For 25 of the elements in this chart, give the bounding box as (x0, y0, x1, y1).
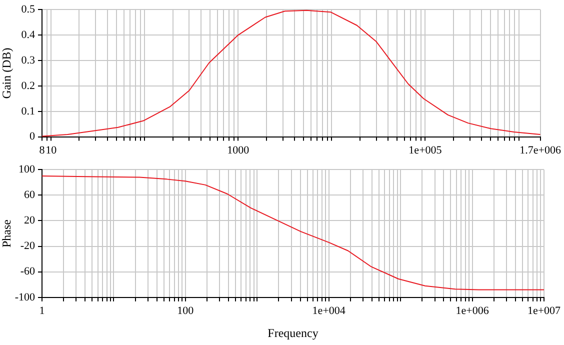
y-tick-label: 0.5 (21, 3, 36, 16)
y-tick-label: 100 (18, 163, 36, 176)
x-tick-label: 1e+007 (527, 304, 562, 317)
y-axis-title: Phase (0, 220, 14, 248)
x-tick-label: 1e+005 (408, 144, 442, 156)
x-tick-label: 10 (46, 144, 58, 156)
x-tick-label: 1.7e+006 (520, 144, 562, 156)
x-tick-label: 100 (177, 304, 194, 317)
x-tick-label: 1000 (227, 144, 250, 156)
y-tick-label: -20 (20, 240, 36, 252)
x-axis-title: Frequency (268, 326, 318, 340)
x-tick-label: 8 (39, 144, 46, 156)
x-tick-label: 1e+006 (456, 304, 490, 317)
y-axis-title: Gain (DB) (0, 48, 14, 99)
y-tick-label: 0.1 (21, 105, 35, 118)
y-tick-label: 60 (24, 189, 36, 202)
y-tick-label: 20 (24, 214, 36, 227)
y-tick-label: 0 (30, 130, 36, 143)
y-tick-label: 0.4 (21, 28, 36, 41)
y-tick-label: 0.3 (21, 54, 36, 66)
y-tick-label: -100 (14, 291, 36, 304)
x-tick-label: 1e+004 (312, 304, 346, 317)
y-tick-label: -60 (20, 266, 36, 278)
x-tick-label: 1 (39, 304, 45, 317)
y-tick-label: 0.2 (21, 80, 35, 92)
